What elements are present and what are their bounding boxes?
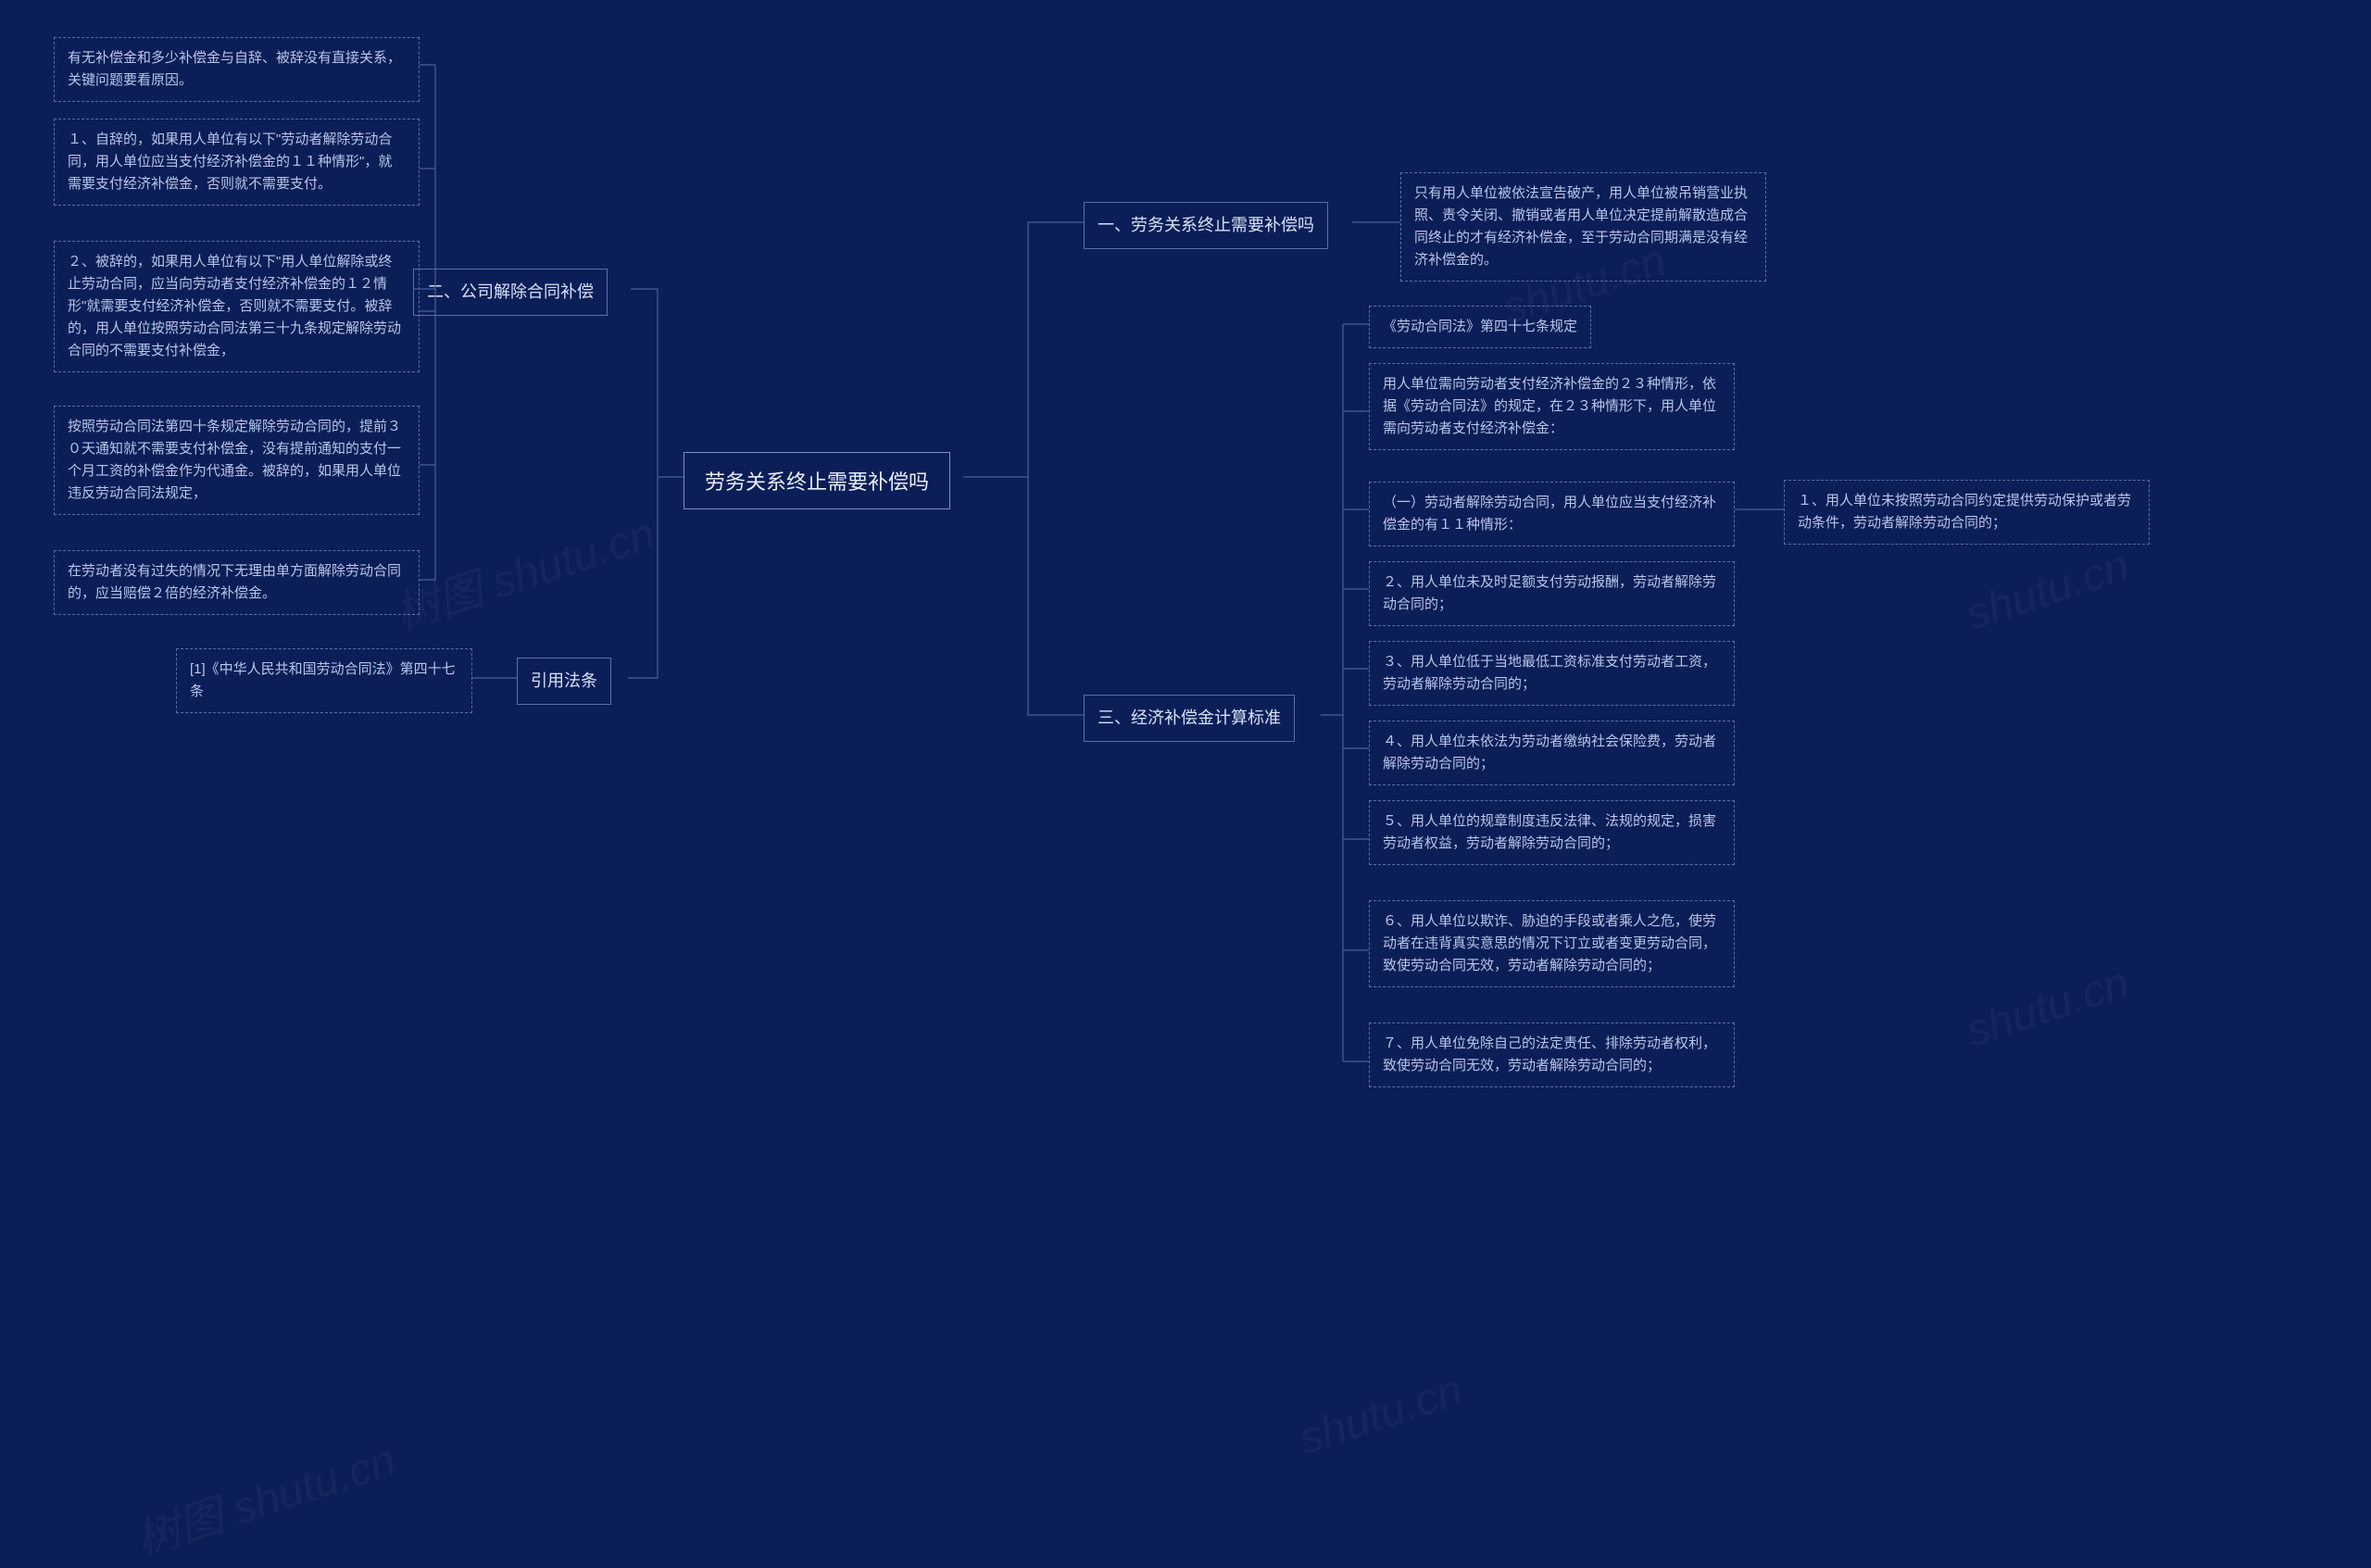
branch-r3: 三、经济补偿金计算标准	[1084, 695, 1295, 742]
leaf-l2b: １、自辞的，如果用人单位有以下"劳动者解除劳动合同，用人单位应当支付经济补偿金的…	[54, 119, 420, 206]
leaf-r3f: ４、用人单位未依法为劳动者缴纳社会保险费，劳动者解除劳动合同的；	[1369, 721, 1735, 785]
leaf-r3c1: １、用人单位未按照劳动合同约定提供劳动保护或者劳动条件，劳动者解除劳动合同的；	[1784, 480, 2150, 545]
leaf-r3a: 《劳动合同法》第四十七条规定	[1369, 306, 1591, 348]
leaf-r3d: ２、用人单位未及时足额支付劳动报酬，劳动者解除劳动合同的；	[1369, 561, 1735, 626]
branch-r1: 一、劳务关系终止需要补偿吗	[1084, 202, 1328, 249]
watermark: 树图 shutu.cn	[126, 1424, 402, 1568]
branch-l2: 二、公司解除合同补偿	[413, 269, 608, 316]
watermark: 树图 shutu.cn	[385, 497, 661, 642]
leaf-r1a: 只有用人单位被依法宣告破产，用人单位被吊销营业执照、责令关闭、撤销或者用人单位决…	[1400, 172, 1766, 282]
leaf-l2e: 在劳动者没有过失的情况下无理由单方面解除劳动合同的，应当赔偿２倍的经济补偿金。	[54, 550, 420, 615]
leaf-r3g: ５、用人单位的规章制度违反法律、法规的规定，损害劳动者权益，劳动者解除劳动合同的…	[1369, 800, 1735, 865]
leaf-r3e: ３、用人单位低于当地最低工资标准支付劳动者工资，劳动者解除劳动合同的；	[1369, 641, 1735, 706]
leaf-l2d: 按照劳动合同法第四十条规定解除劳动合同的，提前３０天通知就不需要支付补偿金，没有…	[54, 406, 420, 515]
branch-l3: 引用法条	[517, 658, 611, 705]
center-node: 劳务关系终止需要补偿吗	[684, 452, 950, 509]
leaf-l3a: [1]《中华人民共和国劳动合同法》第四十七条	[176, 648, 472, 713]
watermark: shutu.cn	[1293, 1364, 1469, 1464]
watermark: shutu.cn	[1960, 957, 2136, 1057]
leaf-r3i: ７、用人单位免除自己的法定责任、排除劳动者权利，致使劳动合同无效，劳动者解除劳动…	[1369, 1022, 1735, 1087]
watermark: shutu.cn	[1960, 540, 2136, 640]
leaf-l2c: ２、被辞的，如果用人单位有以下"用人单位解除或终止劳动合同，应当向劳动者支付经济…	[54, 241, 420, 372]
leaf-r3h: ６、用人单位以欺诈、胁迫的手段或者乘人之危，使劳动者在违背真实意思的情况下订立或…	[1369, 900, 1735, 987]
leaf-r3c: （一）劳动者解除劳动合同，用人单位应当支付经济补偿金的有１１种情形：	[1369, 482, 1735, 546]
leaf-r3b: 用人单位需向劳动者支付经济补偿金的２３种情形，依据《劳动合同法》的规定，在２３种…	[1369, 363, 1735, 450]
leaf-l2a: 有无补偿金和多少补偿金与自辞、被辞没有直接关系，关键问题要看原因。	[54, 37, 420, 102]
